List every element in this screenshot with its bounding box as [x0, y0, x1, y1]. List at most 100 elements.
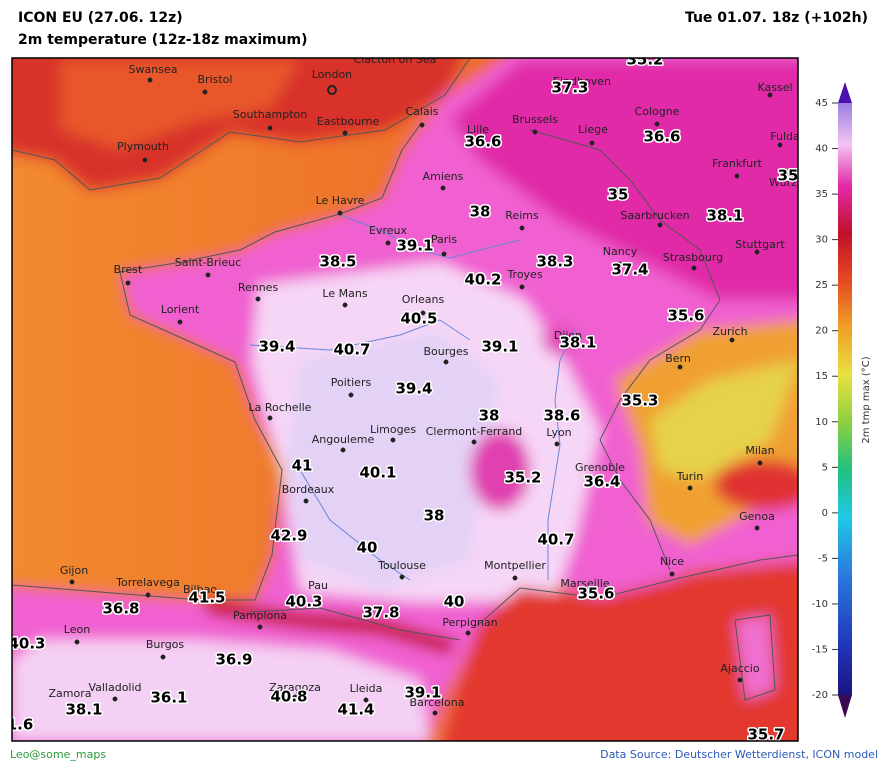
city-dot	[734, 173, 740, 179]
temperature-label: 41	[292, 457, 313, 475]
city-label: Toulouse	[377, 559, 426, 572]
city-label: Torrelavega	[115, 576, 180, 589]
city-label: Eindhoven	[553, 75, 611, 88]
city-dot	[581, 591, 587, 597]
city-label: Orleans	[402, 293, 445, 306]
city-label: Bordeaux	[282, 483, 335, 496]
temperature-label: 36.8	[102, 600, 139, 618]
temperature-label: 39.4	[395, 380, 432, 398]
city-label: Lorient	[161, 303, 200, 316]
city-dot	[142, 157, 148, 163]
temperature-label: 40	[357, 539, 378, 557]
city-label: Poitiers	[331, 376, 372, 389]
colorbar-tick-label: 45	[815, 98, 828, 109]
city-label: Troyes	[506, 268, 542, 281]
city-dot	[420, 310, 426, 316]
temperature-label: 42.9	[270, 527, 307, 545]
temperature-label: 37.8	[362, 604, 399, 622]
city-label: Eastbourne	[317, 115, 380, 128]
colorbar-label: 2m tmp max (°C)	[861, 356, 872, 443]
city-label: Grenoble	[575, 461, 625, 474]
temperature-label: 40.2	[464, 271, 501, 289]
city-dot	[205, 272, 211, 278]
city-label: Liege	[578, 123, 608, 136]
city-dot	[255, 296, 261, 302]
temperature-label: 35.6	[577, 585, 614, 603]
city-dot	[112, 696, 118, 702]
city-dot	[385, 240, 391, 246]
temperature-label: 38	[470, 203, 491, 221]
city-dot	[519, 284, 525, 290]
city-label: Bern	[665, 352, 691, 365]
city-label: Pau	[308, 579, 328, 592]
temperature-label: 38	[479, 407, 500, 425]
city-label: Evreux	[369, 224, 407, 237]
city-dot	[303, 498, 309, 504]
temperature-label: 41.4	[337, 701, 374, 719]
city-label: Bilbao	[183, 583, 217, 596]
city-dot	[327, 85, 337, 95]
city-dot	[440, 185, 446, 191]
rivers	[249, 214, 576, 581]
city-dot	[657, 222, 663, 228]
city-label: Ajaccio	[720, 662, 759, 675]
city-dot	[767, 92, 773, 98]
temperature-label: 40.1	[359, 464, 396, 482]
city-dot	[147, 77, 153, 83]
temperature-label: 35.3	[621, 392, 658, 410]
city-label: Montpellier	[484, 559, 546, 572]
temperature-label: 36.4	[583, 473, 620, 491]
temperature-field	[12, 58, 798, 741]
city-label: Saarbrucken	[620, 209, 689, 222]
city-label: Genoa	[739, 510, 775, 523]
colorbar-tick-label: 5	[822, 462, 828, 473]
city-dot	[67, 702, 73, 708]
city-label: Paris	[431, 233, 457, 246]
temperature-label: 35	[778, 167, 799, 185]
city-label: Le Mans	[322, 287, 367, 300]
city-dot	[465, 630, 471, 636]
city-label: Burgos	[146, 638, 185, 651]
temperature-label: 35.6	[667, 307, 704, 325]
city-label: La Rochelle	[249, 401, 312, 414]
city-dot	[669, 571, 675, 577]
temperature-label: 37.4	[611, 261, 648, 279]
city-dot	[554, 441, 560, 447]
city-dot	[160, 654, 166, 660]
temperature-label: 39.1	[481, 338, 518, 356]
city-dot	[419, 122, 425, 128]
city-dot	[267, 415, 273, 421]
colorbar-tick-label: 40	[815, 144, 828, 155]
city-label: Brussels	[512, 113, 558, 126]
city-label: Stuttgart	[735, 238, 785, 251]
temperature-label: 39.4	[258, 338, 295, 356]
city-dot	[595, 476, 601, 482]
map-frame	[11, 57, 799, 742]
city-dot	[677, 364, 683, 370]
colorbar-tick-label: 15	[815, 371, 828, 382]
temperature-label: 38.1	[559, 334, 596, 352]
city-label: Gijon	[60, 564, 88, 577]
city-label: Lille	[467, 123, 489, 136]
city-label: Marseille	[560, 577, 609, 590]
city-label: Bristol	[198, 73, 233, 86]
temperature-label: 40.7	[333, 341, 370, 359]
city-dot	[340, 447, 346, 453]
city-dot	[512, 575, 518, 581]
temperature-label: 38	[424, 507, 445, 525]
city-label: Rennes	[238, 281, 279, 294]
colorbar-bottom-arrow	[838, 695, 852, 718]
city-label: Zurich	[712, 325, 747, 338]
city-dot	[342, 130, 348, 136]
city-label: Bourges	[423, 345, 468, 358]
city-label: Clermont-Ferrand	[426, 425, 523, 438]
city-dot	[729, 337, 735, 343]
city-label: Calais	[405, 105, 438, 118]
city-label: Fulda	[770, 130, 799, 143]
city-dot	[737, 677, 743, 683]
city-dot	[267, 125, 273, 131]
temperature-label: 35	[608, 186, 629, 204]
temperature-label: 1.6	[7, 716, 34, 734]
